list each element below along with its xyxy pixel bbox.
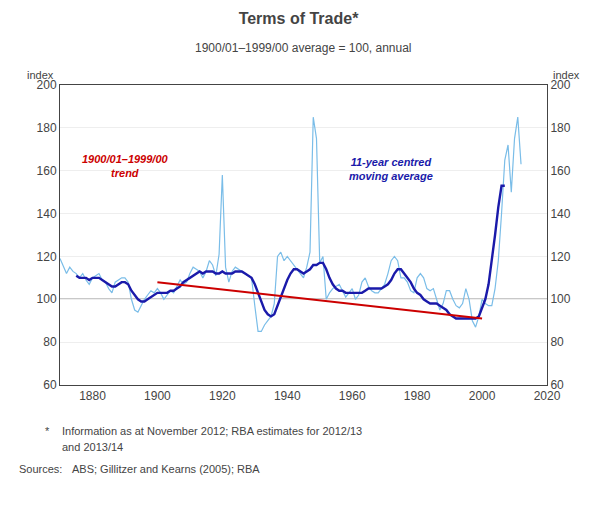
svg-text:Terms of Trade*: Terms of Trade* — [239, 10, 360, 27]
svg-text:2020: 2020 — [534, 389, 561, 403]
svg-text:120: 120 — [37, 250, 57, 264]
svg-text:and 2013/14: and 2013/14 — [62, 441, 123, 453]
svg-text:1900: 1900 — [144, 389, 171, 403]
svg-text:120: 120 — [550, 250, 570, 264]
svg-text:Sources:: Sources: — [19, 463, 62, 475]
svg-text:ABS; Gillitzer and Kearns (200: ABS; Gillitzer and Kearns (2005); RBA — [72, 463, 260, 475]
svg-text:100: 100 — [37, 292, 57, 306]
svg-text:80: 80 — [550, 335, 564, 349]
svg-text:index: index — [553, 69, 580, 81]
svg-text:1900/01–1999/00trend: 1900/01–1999/00trend — [82, 153, 169, 179]
svg-text:1940: 1940 — [274, 389, 301, 403]
svg-text:80: 80 — [43, 335, 57, 349]
svg-text:1960: 1960 — [339, 389, 366, 403]
svg-text:100: 100 — [550, 292, 570, 306]
svg-text:1900/01–1999/00 average = 100,: 1900/01–1999/00 average = 100, annual — [195, 41, 412, 55]
svg-text:1980: 1980 — [404, 389, 431, 403]
svg-text:140: 140 — [37, 207, 57, 221]
svg-text:11-year centredmoving average: 11-year centredmoving average — [349, 156, 433, 182]
svg-text:*: * — [45, 425, 50, 437]
svg-text:160: 160 — [37, 164, 57, 178]
svg-text:200: 200 — [37, 78, 57, 92]
svg-text:1880: 1880 — [79, 389, 106, 403]
svg-text:200: 200 — [550, 78, 570, 92]
svg-text:2000: 2000 — [469, 389, 496, 403]
svg-text:1920: 1920 — [209, 389, 236, 403]
svg-text:index: index — [27, 69, 54, 81]
svg-text:Information as at November 201: Information as at November 2012; RBA est… — [62, 425, 362, 437]
svg-text:180: 180 — [37, 121, 57, 135]
svg-text:140: 140 — [550, 207, 570, 221]
svg-text:160: 160 — [550, 164, 570, 178]
svg-text:60: 60 — [43, 378, 57, 392]
svg-text:180: 180 — [550, 121, 570, 135]
svg-text:60: 60 — [550, 378, 564, 392]
